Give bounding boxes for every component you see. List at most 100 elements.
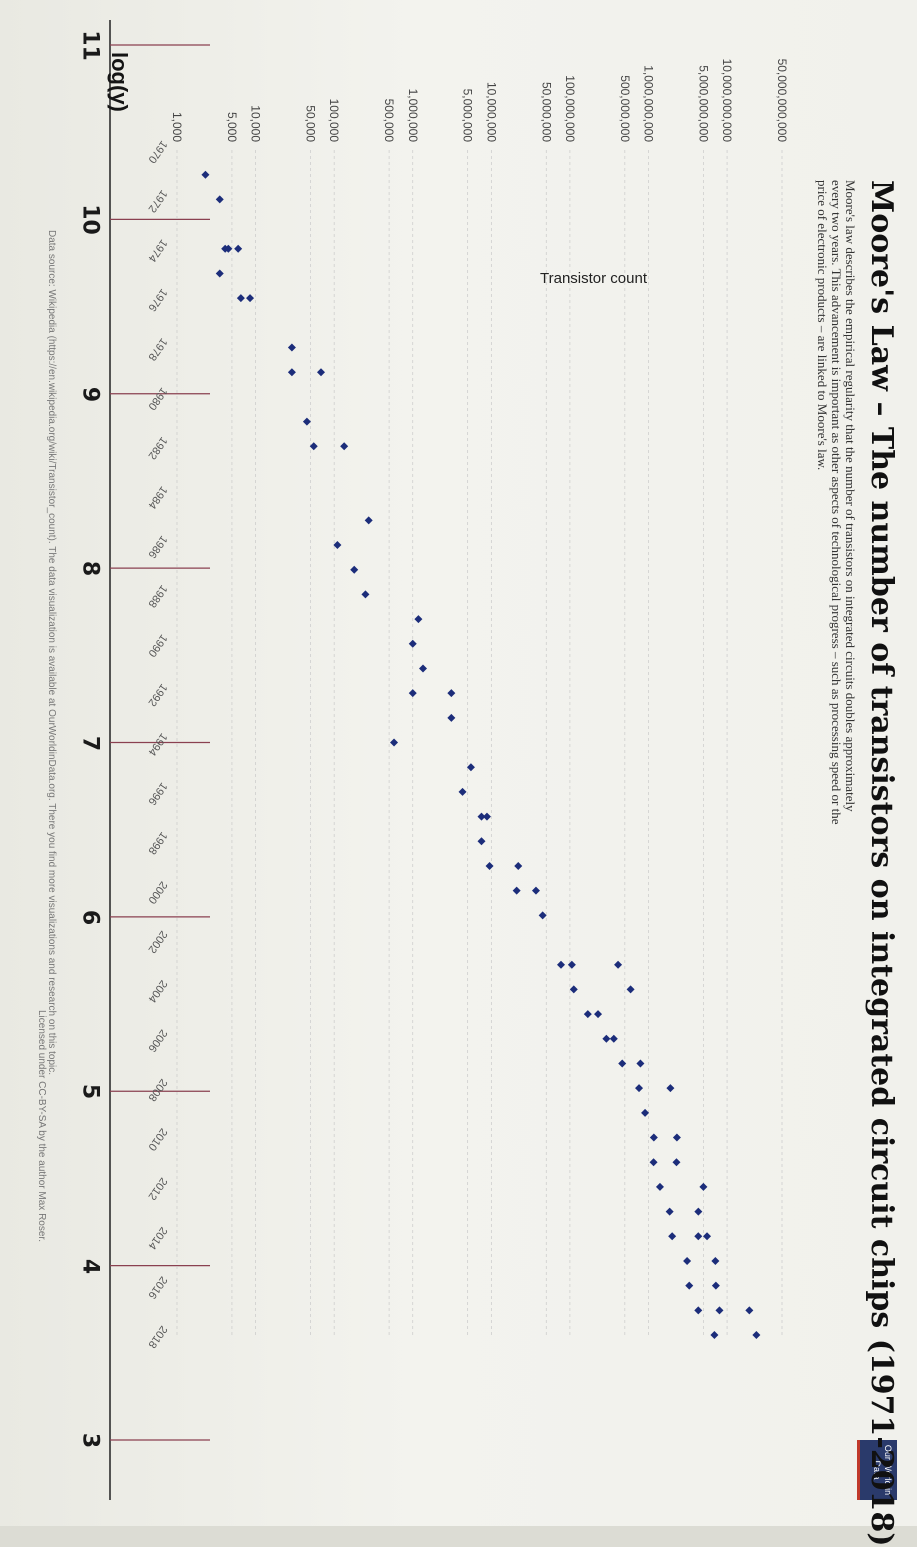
x-tick-label: 2002 [146, 928, 170, 955]
x-tick-label: 1982 [146, 435, 170, 462]
data-point [458, 787, 467, 796]
data-point [246, 294, 255, 303]
data-point [683, 1256, 692, 1265]
data-point [309, 442, 318, 451]
data-point [340, 442, 349, 451]
data-point [668, 1232, 677, 1241]
data-point [485, 861, 494, 870]
data-point [477, 812, 486, 821]
data-point [649, 1133, 658, 1142]
x-tick-label: 1990 [146, 632, 170, 659]
data-point [594, 1010, 603, 1019]
x-tick-label: 2008 [146, 1076, 170, 1103]
data-point [538, 911, 547, 920]
x-tick-label: 1980 [146, 385, 170, 412]
x-tick-label: 1976 [146, 286, 170, 313]
y-tick-label: 5,000 [225, 112, 239, 142]
data-point [699, 1182, 708, 1191]
data-point [685, 1281, 694, 1290]
x-tick-label: 2016 [146, 1274, 170, 1301]
data-point [201, 170, 210, 179]
x-tick-label: 2004 [146, 978, 170, 1005]
data-point [215, 269, 224, 278]
x-tick-label: 1988 [146, 583, 170, 610]
x-tick-label: 1996 [146, 780, 170, 807]
data-point [447, 713, 456, 722]
x-tick-label: 1992 [146, 681, 170, 708]
x-tick-label: 2014 [146, 1225, 170, 1252]
data-point [715, 1306, 724, 1315]
y-tick-label: 500,000 [382, 99, 396, 143]
x-tick-label: 2012 [146, 1175, 170, 1202]
y-axis-label: Transistor count [540, 270, 647, 287]
x-tick-label: 1978 [146, 336, 170, 363]
x-tick-label: 2018 [146, 1323, 170, 1350]
y-tick-label: 100,000,000 [563, 75, 577, 142]
data-point [641, 1108, 650, 1117]
data-point [477, 837, 486, 846]
x-tick-label: 1984 [146, 484, 170, 511]
data-point [614, 960, 623, 969]
data-point [287, 368, 296, 377]
x-tick-label: 2006 [146, 1027, 170, 1054]
data-point [418, 664, 427, 673]
data-point [665, 1207, 674, 1216]
y-tick-label: 5,000,000,000 [696, 65, 710, 142]
data-point [224, 244, 233, 253]
x-tick-label: 1974 [146, 237, 170, 264]
data-point [215, 195, 224, 204]
data-point [694, 1232, 703, 1241]
data-point [512, 886, 521, 895]
data-point [414, 615, 423, 624]
data-point [694, 1306, 703, 1315]
data-point [390, 738, 399, 747]
data-point [531, 886, 540, 895]
data-point [350, 565, 359, 574]
y-tick-label: 1,000,000,000 [641, 65, 655, 142]
data-point [655, 1182, 664, 1191]
x-tick-label: 1972 [146, 188, 170, 215]
data-point [569, 985, 578, 994]
x-tick-label: 1998 [146, 830, 170, 857]
data-point [302, 417, 311, 426]
data-point [234, 244, 243, 253]
data-point [672, 1133, 681, 1142]
data-point [711, 1281, 720, 1290]
data-point [482, 812, 491, 821]
data-point [333, 541, 342, 549]
y-tick-label: 5,000,000 [461, 89, 475, 143]
data-point [583, 1010, 592, 1019]
y-tick-label: 10,000 [249, 105, 263, 142]
sources-note: Data source: Wikipedia (https://en.wikip… [46, 230, 57, 1076]
y-tick-label: 1,000 [170, 112, 184, 142]
data-point [236, 294, 245, 303]
data-point [626, 985, 635, 994]
data-point [711, 1256, 720, 1265]
data-point [666, 1084, 675, 1093]
y-tick-label: 1,000,000 [406, 89, 420, 143]
data-point [672, 1158, 681, 1167]
data-point [752, 1331, 761, 1339]
data-point [609, 1034, 618, 1043]
x-tick-label: 2010 [146, 1126, 170, 1153]
y-tick-label: 10,000,000 [484, 82, 498, 142]
data-point [514, 861, 523, 870]
data-point [361, 590, 370, 599]
data-point [447, 689, 456, 698]
license-note: Licensed under CC-BY-SA by the author Ma… [36, 1010, 47, 1242]
data-point [694, 1207, 703, 1216]
y-tick-label: 10,000,000,000 [720, 59, 734, 143]
data-point [635, 1084, 644, 1093]
data-point [408, 639, 417, 648]
x-tick-label: 1970 [146, 138, 170, 165]
data-point [745, 1306, 754, 1315]
y-tick-label: 50,000,000 [539, 82, 553, 142]
data-point [466, 763, 475, 772]
x-tick-label: 1986 [146, 533, 170, 560]
x-tick-label: 1994 [146, 731, 170, 758]
data-point [618, 1059, 627, 1068]
